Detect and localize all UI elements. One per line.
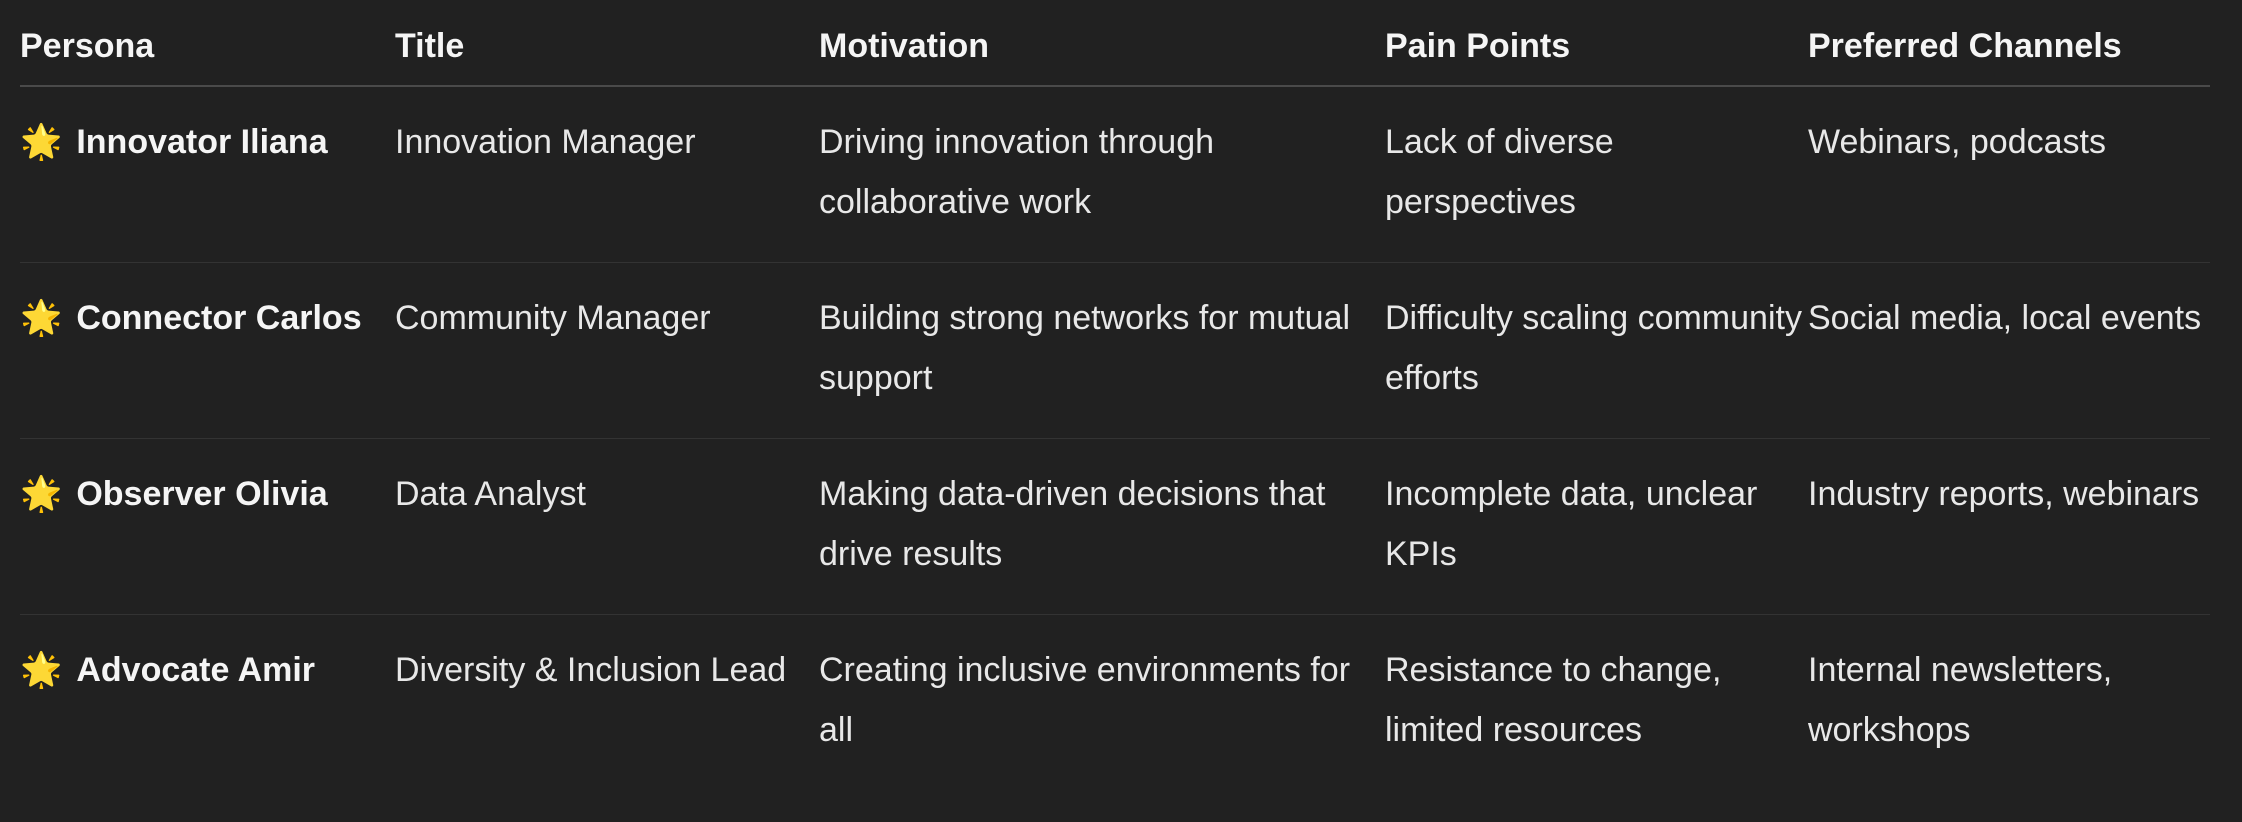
table-header: Persona Title Motivation Pain Points Pre…	[20, 0, 2210, 87]
motivation-cell: Creating inclusive environments for all	[819, 651, 1351, 749]
pain-points-cell: Incomplete data, unclear KPIs	[1385, 475, 1758, 573]
header-persona: Persona	[20, 0, 395, 87]
title-cell: Community Manager	[395, 299, 711, 337]
persona-name: Connector Carlos	[76, 299, 362, 337]
personas-table: Persona Title Motivation Pain Points Pre…	[20, 0, 2210, 760]
star-icon: 🌟	[20, 298, 63, 338]
channels-cell: Social media, local events	[1808, 299, 2202, 337]
personas-table-container: Persona Title Motivation Pain Points Pre…	[20, 0, 2210, 760]
channels-cell: Industry reports, webinars	[1808, 475, 2200, 513]
table-row: 🌟 Advocate Amir Diversity & Inclusion Lea…	[20, 615, 2210, 761]
persona-name: Innovator Iliana	[76, 123, 328, 161]
title-cell: Data Analyst	[395, 475, 586, 513]
motivation-cell: Building strong networks for mutual supp…	[819, 299, 1351, 397]
motivation-cell: Making data-driven decisions that drive …	[819, 475, 1326, 573]
table-body: 🌟 Innovator Iliana Innovation Manager Dri…	[20, 86, 2210, 760]
header-row: Persona Title Motivation Pain Points Pre…	[20, 0, 2210, 87]
pain-points-cell: Difficulty scaling community efforts	[1385, 299, 1802, 397]
motivation-cell: Driving innovation through collaborative…	[819, 123, 1215, 221]
persona-name: Advocate Amir	[76, 651, 316, 689]
star-icon: 🌟	[20, 650, 63, 690]
persona-name: Observer Olivia	[76, 475, 328, 513]
pain-points-cell: Lack of diverse perspectives	[1385, 123, 1614, 221]
star-icon: 🌟	[20, 474, 63, 514]
channels-cell: Webinars, podcasts	[1808, 123, 2106, 161]
header-pain-points: Pain Points	[1385, 0, 1808, 87]
persona-cell: 🌟 Innovator Iliana	[20, 86, 395, 263]
channels-cell: Internal newsletters, workshops	[1808, 651, 2113, 749]
title-cell: Diversity & Inclusion Lead	[395, 651, 787, 689]
table-row: 🌟 Connector Carlos Community Manager Buil…	[20, 263, 2210, 439]
persona-cell: 🌟 Connector Carlos	[20, 263, 395, 439]
star-icon: 🌟	[20, 122, 63, 162]
header-motivation: Motivation	[819, 0, 1385, 87]
pain-points-cell: Resistance to change, limited resources	[1385, 651, 1722, 749]
table-row: 🌟 Observer Olivia Data Analyst Making dat…	[20, 439, 2210, 615]
table-row: 🌟 Innovator Iliana Innovation Manager Dri…	[20, 86, 2210, 263]
title-cell: Innovation Manager	[395, 123, 696, 161]
persona-cell: 🌟 Observer Olivia	[20, 439, 395, 615]
header-preferred-channels: Preferred Channels	[1808, 0, 2210, 87]
header-title: Title	[395, 0, 819, 87]
persona-cell: 🌟 Advocate Amir	[20, 615, 395, 761]
